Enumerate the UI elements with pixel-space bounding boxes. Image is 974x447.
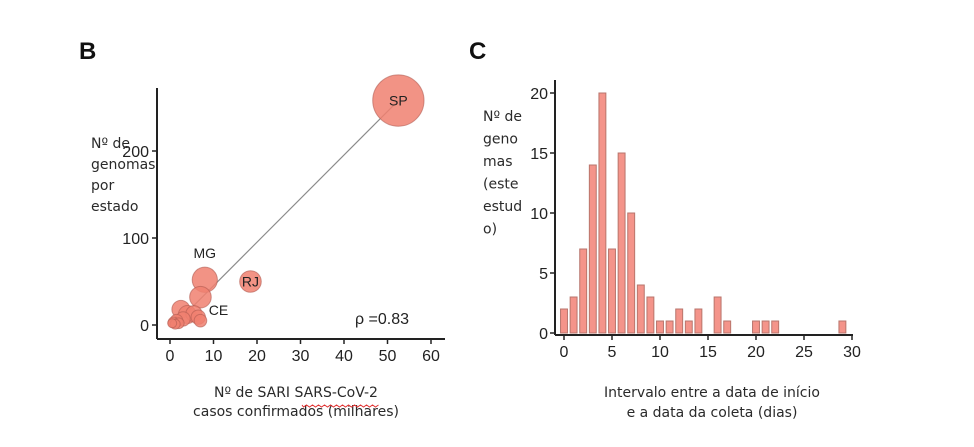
histogram-bar (636, 284, 645, 334)
y-tick-label: 20 (530, 86, 548, 103)
x-tick-label: 30 (843, 344, 861, 361)
x-tick-label: 30 (292, 348, 310, 365)
x-tick-label: 60 (422, 348, 440, 365)
y-axis-label: genomas (91, 157, 155, 173)
data-point (189, 285, 212, 309)
x-tick-label: 20 (747, 344, 765, 361)
panel-letter-b: B (79, 38, 96, 65)
x-tick-label: 5 (608, 344, 617, 361)
y-axis-label: mas (483, 154, 513, 170)
x-tick-label: 0 (166, 348, 175, 365)
y-axis-label: Nº de (483, 109, 522, 125)
x-axis-label: Intervalo entre a data de início (604, 385, 820, 401)
histogram-bar (560, 308, 568, 334)
spellcheck-underline (301, 404, 379, 408)
point-label: MG (194, 245, 217, 261)
histogram-bar (598, 92, 607, 334)
histogram-bar (569, 296, 578, 334)
trend-line (182, 100, 399, 317)
point-label: CE (209, 302, 228, 318)
histogram-bar (752, 320, 760, 334)
histogram-bar (627, 212, 636, 334)
y-axis-label: geno (483, 132, 518, 148)
x-tick-label: 0 (560, 344, 569, 361)
x-tick-label: 15 (699, 344, 717, 361)
x-axis-label: Nº de SARI SARS-CoV-2 (214, 385, 378, 401)
data-point (167, 318, 178, 329)
x-axis-label: casos confirmados (milhares) (193, 404, 399, 420)
x-tick-label: 10 (205, 348, 223, 365)
histogram-bar (771, 320, 780, 334)
histogram-panel-c: C 0 5 10 15 20 25 30 0 5 10 15 20 Nº de geno mas (este… (469, 38, 861, 421)
histogram-bar (608, 248, 616, 334)
point-label: SP (389, 93, 408, 109)
y-tick-label: 100 (122, 231, 149, 248)
histogram-bar (656, 320, 664, 334)
data-point (372, 74, 425, 127)
y-axis-label: estud (483, 199, 522, 215)
data-point (239, 270, 262, 293)
y-tick-label: 10 (530, 206, 548, 223)
x-tick-label: 40 (335, 348, 353, 365)
histogram-bar (723, 320, 732, 334)
histogram-bar (713, 296, 722, 334)
x-tick-label: 50 (379, 348, 397, 365)
correlation-annotation: ρ =0.83 (355, 311, 409, 328)
x-tick-label: 20 (248, 348, 266, 365)
histogram-bar (694, 308, 703, 334)
point-label: RJ (242, 274, 259, 290)
histogram-bar (675, 308, 684, 334)
y-axis-label: o) (483, 222, 497, 238)
histogram-bar (761, 320, 770, 334)
histogram-bar (838, 320, 847, 334)
y-tick-label: 0 (140, 318, 149, 335)
histogram-bar (617, 152, 626, 334)
histogram-bar (579, 248, 588, 334)
panel-letter-c: C (469, 38, 486, 65)
y-axis-label: estado (91, 199, 138, 215)
y-tick-label: 5 (539, 266, 548, 283)
y-axis-label: Nº de (91, 136, 130, 152)
y-tick-label: 200 (122, 144, 149, 161)
data-point (193, 313, 208, 328)
histogram-bar (588, 164, 597, 334)
histogram-bar (646, 296, 655, 334)
x-tick-label: 25 (795, 344, 813, 361)
y-axis-label: por (91, 178, 114, 194)
histogram-bar (665, 320, 674, 334)
y-axis-label: (este (483, 177, 518, 193)
x-tick-label: 10 (651, 344, 669, 361)
x-axis-label: e a data da coleta (dias) (627, 405, 798, 421)
y-tick-label: 0 (539, 326, 548, 343)
histogram-bar (684, 320, 693, 334)
y-tick-label: 15 (530, 146, 548, 163)
